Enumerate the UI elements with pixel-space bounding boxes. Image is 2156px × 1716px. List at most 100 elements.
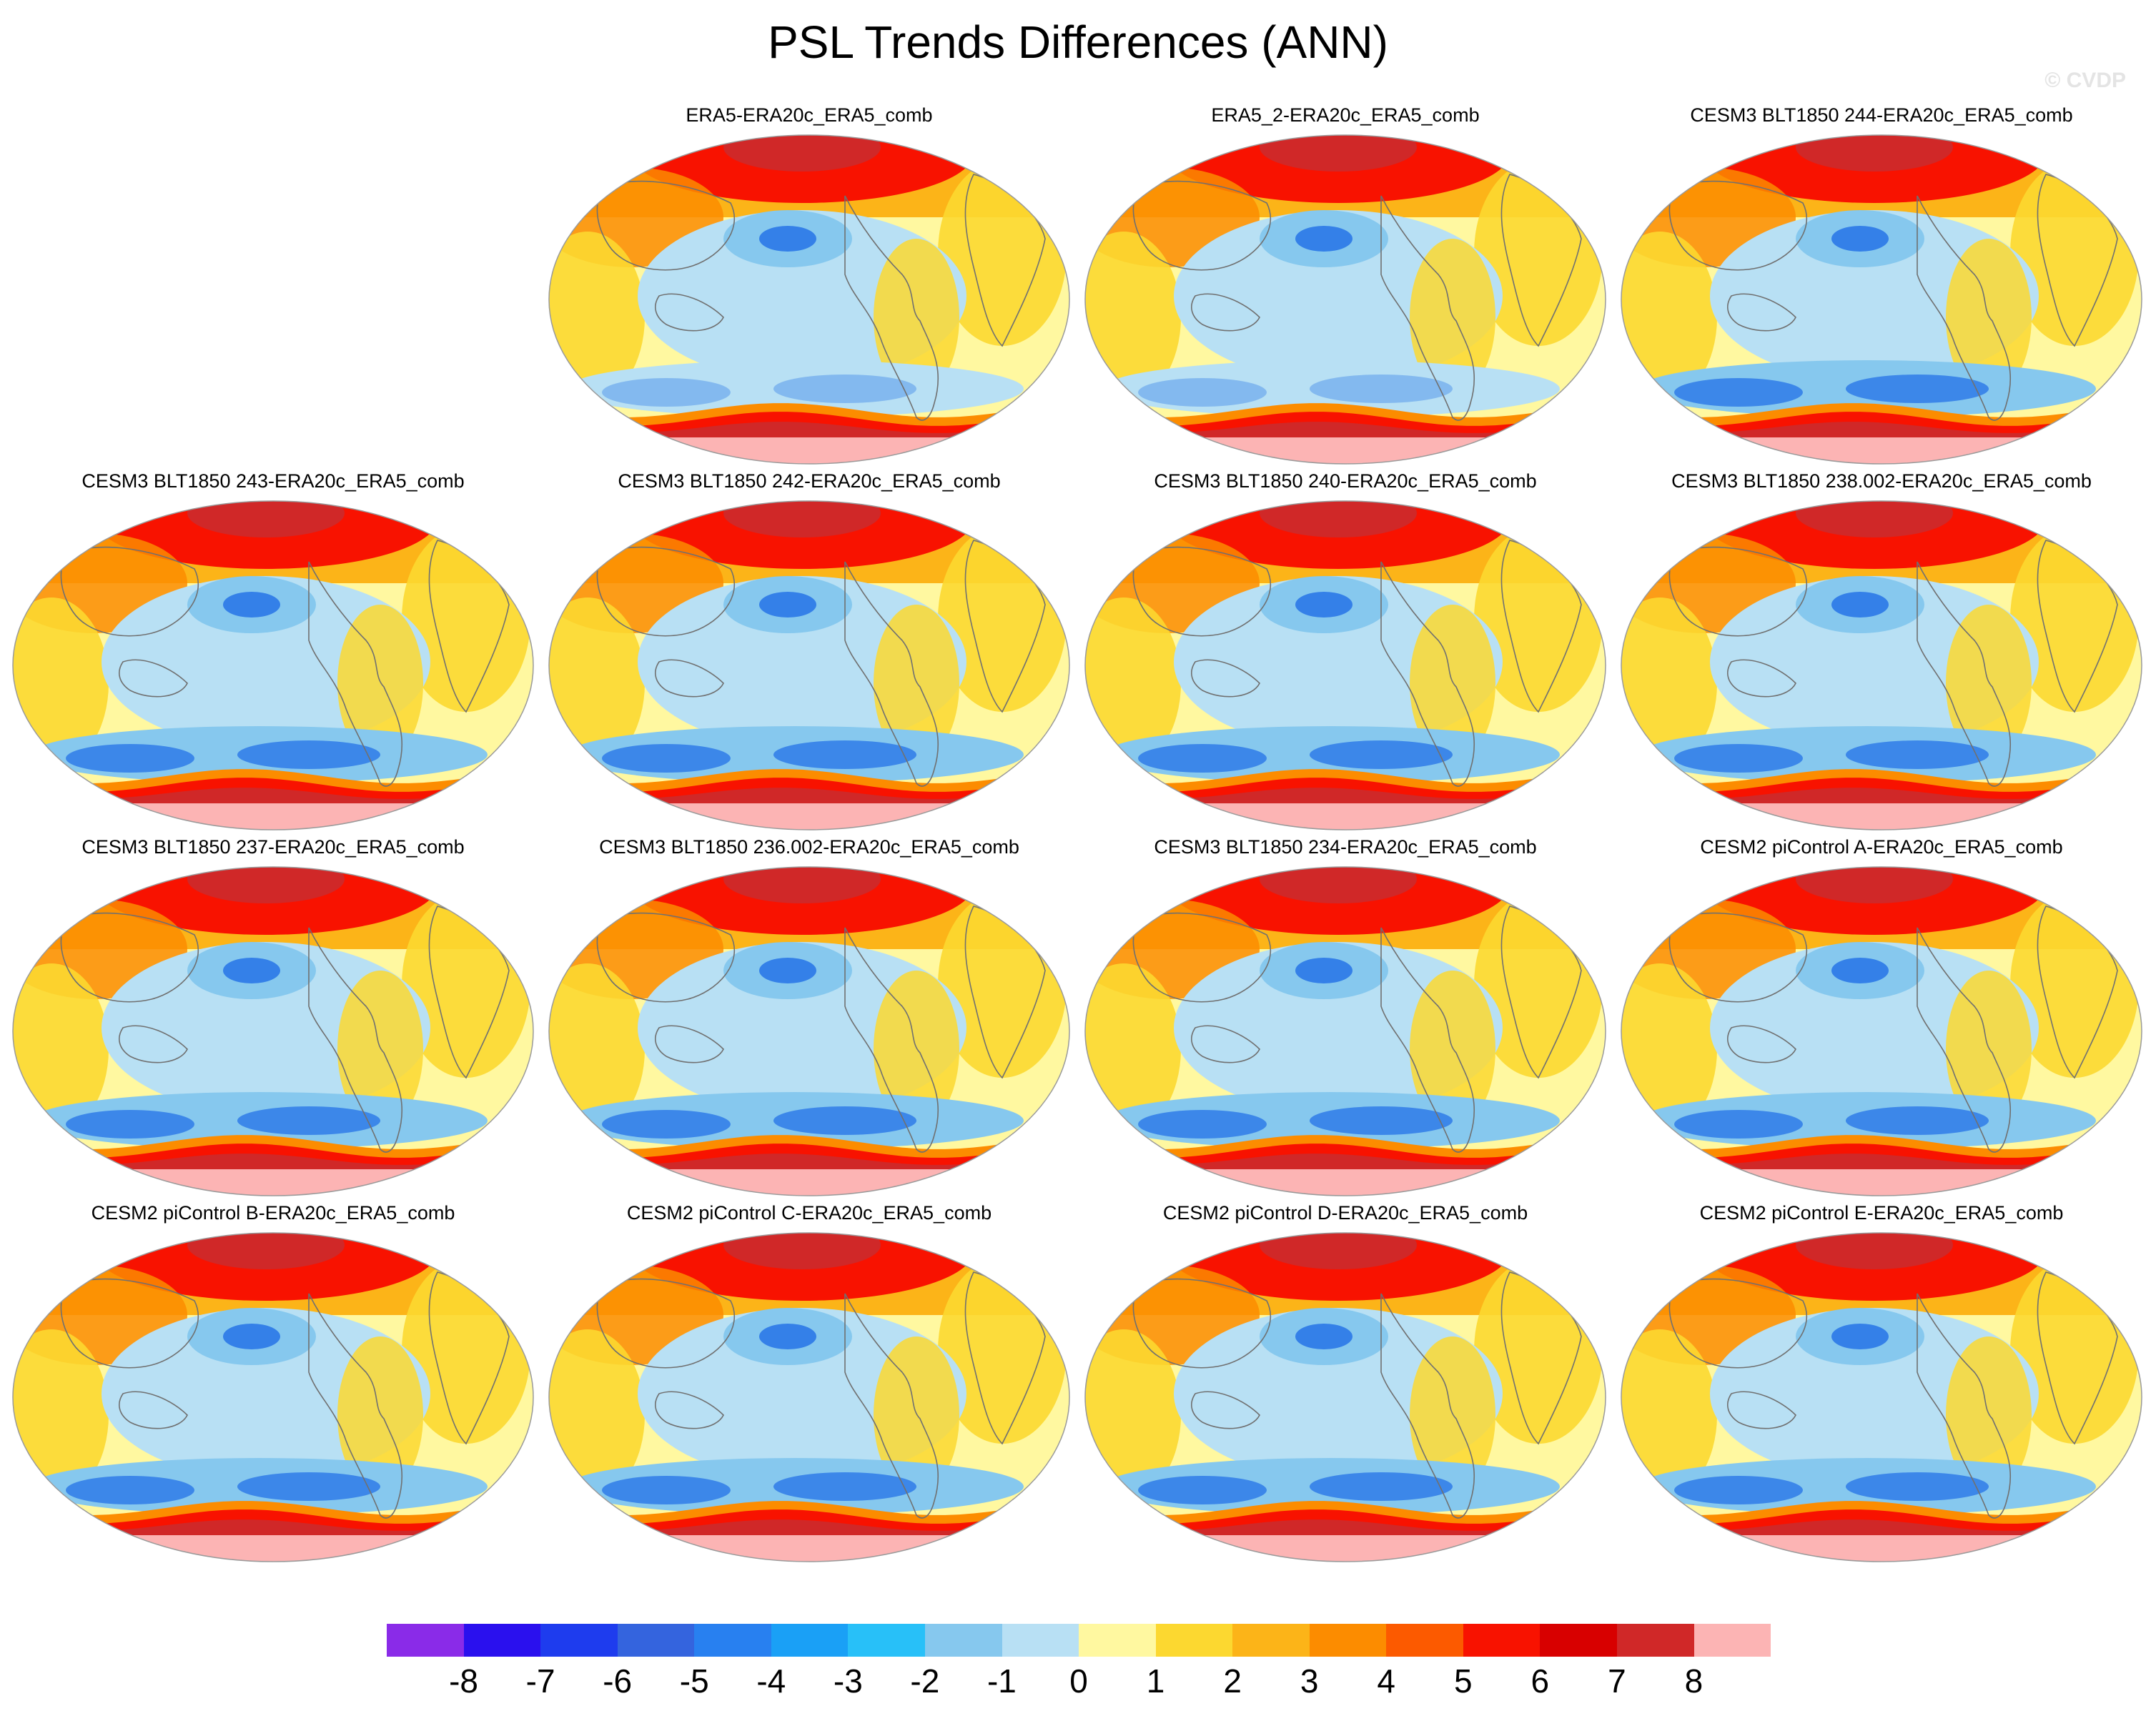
field-southern-core-e bbox=[773, 375, 916, 403]
map-outline bbox=[12, 1232, 534, 1562]
field-southern-core-e bbox=[1310, 1106, 1453, 1135]
field-north-pacific-core bbox=[759, 1324, 816, 1349]
field-north-red-core bbox=[187, 1233, 345, 1269]
panel-title: CESM3 BLT1850 234-ERA20c_ERA5_comb bbox=[1154, 836, 1537, 858]
coastline bbox=[596, 546, 736, 637]
robinson-map bbox=[12, 1232, 534, 1562]
coastline bbox=[1917, 927, 2012, 1153]
coastline bbox=[119, 1391, 188, 1429]
field-southern-core-w bbox=[602, 744, 731, 773]
field-antarctic-pink bbox=[13, 803, 533, 830]
field-north-pacific-core bbox=[1295, 226, 1353, 252]
panel-title: CESM3 BLT1850 244-ERA20c_ERA5_comb bbox=[1690, 104, 2073, 126]
panel-title: CESM2 piControl D-ERA20c_ERA5_comb bbox=[1162, 1202, 1528, 1224]
colorbar-tick-label: 0 bbox=[1069, 1662, 1088, 1700]
field-southern-core-e bbox=[237, 740, 380, 769]
field-antarctic-pink bbox=[1085, 1169, 1606, 1196]
colorbar-swatch bbox=[1079, 1624, 1156, 1657]
field-southern-core-w bbox=[1138, 744, 1267, 773]
coastline bbox=[1191, 1025, 1260, 1063]
cvdp-watermark: © CVDP bbox=[2044, 69, 2126, 92]
colorbar-swatch bbox=[771, 1624, 849, 1657]
field-southern-blue bbox=[1102, 360, 1560, 417]
coastline bbox=[1727, 659, 1796, 698]
field-americas-yellow bbox=[1946, 605, 2032, 762]
field-north-pacific-core bbox=[223, 958, 280, 983]
coastline bbox=[844, 561, 939, 787]
colorbar-tick-label: -4 bbox=[756, 1662, 786, 1700]
field-north-red-core bbox=[1260, 867, 1417, 903]
panel-title: CESM3 BLT1850 240-ERA20c_ERA5_comb bbox=[1154, 470, 1537, 492]
map-outline bbox=[12, 866, 534, 1196]
colorbar-tick-labels: -8 -7 -6 -5 -4 -3 -2 -1 0 1 2 3 4 5 6 7 8 bbox=[387, 1662, 1771, 1705]
field-southern-core-e bbox=[1846, 1472, 1989, 1501]
coastline bbox=[1132, 1278, 1272, 1369]
field-antarctic-pink bbox=[549, 437, 1069, 464]
field-north-red-core bbox=[1796, 135, 1953, 172]
field-americas-yellow bbox=[874, 1336, 959, 1494]
colorbar-swatch bbox=[463, 1624, 541, 1657]
field-antarctic-pink bbox=[1621, 1535, 2142, 1562]
map-outline bbox=[548, 500, 1070, 830]
field-americas-yellow bbox=[1946, 971, 2032, 1128]
coastline bbox=[60, 546, 199, 637]
coastline bbox=[1191, 659, 1260, 698]
panel-title: CESM3 BLT1850 243-ERA20c_ERA5_comb bbox=[81, 470, 465, 492]
coastline bbox=[1668, 180, 1808, 271]
map-outline bbox=[1621, 866, 2142, 1196]
field-antarctic-pink bbox=[549, 1535, 1069, 1562]
coastline bbox=[844, 195, 939, 421]
field-north-pacific-core bbox=[1831, 226, 1889, 252]
field-southern-core-e bbox=[1846, 1106, 1989, 1135]
colorbar-tick-label: 7 bbox=[1608, 1662, 1626, 1700]
robinson-map bbox=[12, 866, 534, 1196]
coastline bbox=[596, 1278, 736, 1369]
map-outline bbox=[1084, 134, 1606, 465]
robinson-map bbox=[12, 500, 534, 830]
field-north-pacific-core bbox=[1295, 592, 1353, 618]
map-outline bbox=[1621, 134, 2142, 465]
panel-title: CESM2 piControl B-ERA20c_ERA5_comb bbox=[91, 1202, 455, 1224]
colorbar-swatch bbox=[1232, 1624, 1310, 1657]
field-southern-core-w bbox=[602, 1110, 731, 1139]
field-north-pacific-core bbox=[1831, 592, 1889, 618]
coastline bbox=[1132, 912, 1272, 1003]
field-north-pacific-core bbox=[759, 958, 816, 983]
colorbar-tick-label: 6 bbox=[1531, 1662, 1550, 1700]
coastline bbox=[1191, 1391, 1260, 1429]
map-panel: CESM2 piControl B-ERA20c_ERA5_comb bbox=[9, 1202, 538, 1567]
field-southern-core-w bbox=[1674, 1476, 1803, 1504]
robinson-map bbox=[1621, 866, 2142, 1196]
field-southern-core-w bbox=[602, 1476, 731, 1504]
field-north-red-core bbox=[723, 1233, 881, 1269]
coastline bbox=[1132, 180, 1272, 271]
colorbar-tick-label: -2 bbox=[910, 1662, 940, 1700]
panel-title: ERA5_2-ERA20c_ERA5_comb bbox=[1211, 104, 1480, 126]
field-north-red-core bbox=[1796, 501, 1953, 537]
map-outline bbox=[1084, 866, 1606, 1196]
field-southern-core-w bbox=[1674, 744, 1803, 773]
map-panel: CESM3 BLT1850 236.002-ERA20c_ERA5_comb bbox=[545, 836, 1074, 1201]
map-panel: CESM2 piControl D-ERA20c_ERA5_comb bbox=[1081, 1202, 1610, 1567]
map-outline bbox=[1621, 1232, 2142, 1562]
field-north-pacific-core bbox=[223, 1324, 280, 1349]
field-americas-yellow bbox=[874, 239, 959, 396]
field-antarctic-pink bbox=[1621, 437, 2142, 464]
colorbar-swatch bbox=[1463, 1624, 1541, 1657]
field-antarctic-pink bbox=[1085, 1535, 1606, 1562]
coastline bbox=[308, 927, 403, 1153]
colorbar-swatch bbox=[1617, 1624, 1694, 1657]
robinson-map bbox=[548, 866, 1070, 1196]
robinson-map bbox=[1621, 134, 2142, 465]
colorbar-swatch bbox=[1540, 1624, 1617, 1657]
map-outline bbox=[1084, 500, 1606, 830]
coastline bbox=[1191, 293, 1260, 332]
map-panel: CESM3 BLT1850 240-ERA20c_ERA5_comb bbox=[1081, 470, 1610, 835]
field-southern-core-w bbox=[1674, 378, 1803, 407]
field-north-red-core bbox=[723, 501, 881, 537]
robinson-map bbox=[1621, 500, 2142, 830]
field-antarctic-pink bbox=[549, 1169, 1069, 1196]
field-southern-blue bbox=[566, 360, 1024, 417]
colorbar-tick-label: 2 bbox=[1223, 1662, 1242, 1700]
coastline bbox=[1380, 1293, 1475, 1519]
